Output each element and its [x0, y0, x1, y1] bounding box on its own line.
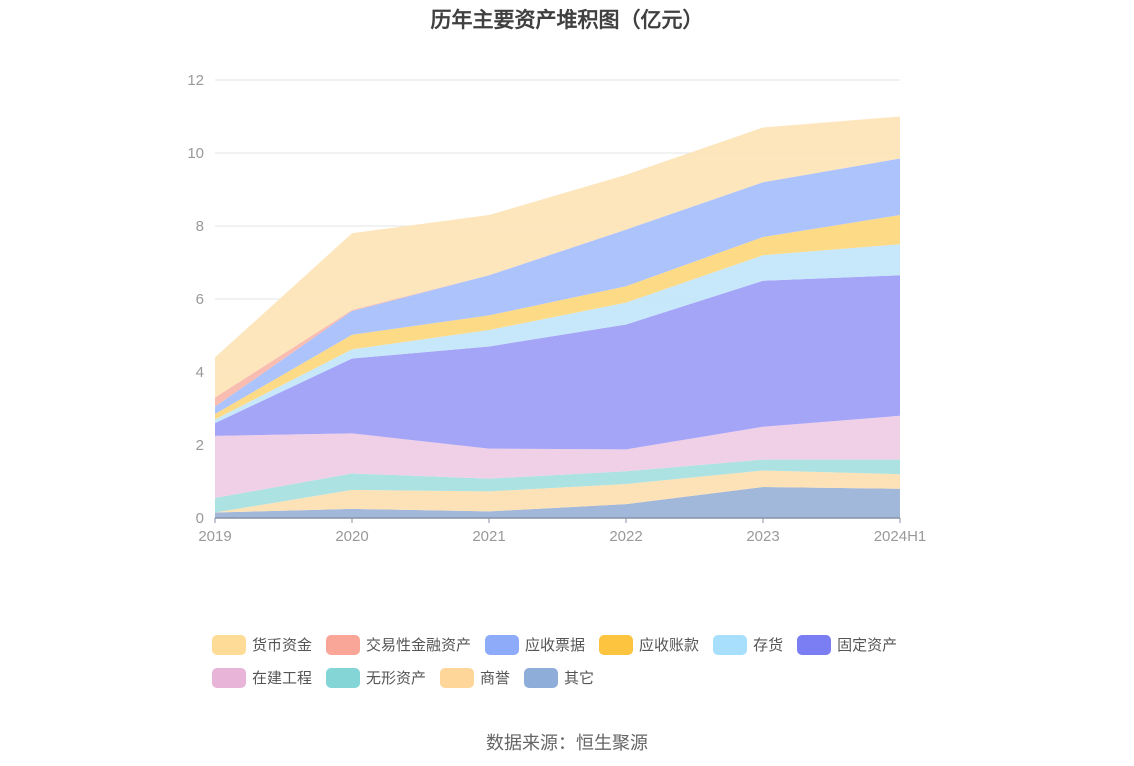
legend-swatch [713, 634, 748, 655]
area-series-固定资产 [215, 275, 900, 450]
data-source-note: 数据来源：恒生聚源 [486, 733, 648, 753]
y-tick-label: 12 [187, 72, 204, 89]
area-series-存货 [215, 244, 900, 424]
legend-label: 无形资产 [366, 670, 427, 687]
legend-swatch [440, 667, 475, 688]
y-tick-label: 8 [196, 218, 204, 235]
area-series-应收票据 [215, 158, 900, 414]
legend-item[interactable]: 应收账款 [599, 634, 699, 655]
x-tick-label: 2023 [746, 528, 779, 545]
legend-label: 交易性金融资产 [366, 637, 472, 654]
x-tick-label: 2019 [198, 528, 231, 545]
y-tick-label: 10 [187, 145, 204, 162]
legend-swatch [326, 667, 361, 688]
legend-item[interactable]: 其它 [524, 667, 594, 688]
x-tick-label: 2020 [335, 528, 368, 545]
area-series-在建工程 [215, 415, 900, 498]
y-tick-label: 4 [196, 364, 204, 381]
stacked-area-chart: 0 2 4 6 8 10 12 2019 2020 2021 2022 2023 2024H1 [187, 72, 926, 545]
area-series-商誉 [215, 470, 900, 513]
legend-swatch [326, 634, 361, 655]
legend-swatch [797, 634, 832, 655]
axes: 0 2 4 6 8 10 12 2019 2020 2021 2022 2023 2024H1 [187, 72, 926, 545]
area-series-layer [215, 116, 900, 518]
legend-label: 货币资金 [252, 637, 313, 654]
legend-item[interactable]: 应收票据 [485, 634, 585, 655]
legend-swatch [599, 634, 634, 655]
legend-item[interactable]: 存货 [713, 634, 783, 655]
legend-swatch [485, 634, 520, 655]
legend-item[interactable]: 无形资产 [326, 667, 426, 688]
legend-item[interactable]: 货币资金 [212, 634, 312, 655]
area-series-无形资产 [215, 459, 900, 513]
legend-row: 货币资金 交易性金融资产 应收票据 应收账款 存货 固定资产 [212, 628, 972, 661]
legend-label: 应收票据 [525, 637, 586, 654]
legend: 货币资金 交易性金融资产 应收票据 应收账款 存货 固定资产 在建工程 无形资产 商誉 其它 [212, 628, 972, 694]
y-tick-label: 0 [196, 510, 204, 527]
legend-label: 应收账款 [639, 637, 700, 654]
legend-swatch [212, 634, 246, 655]
legend-swatch [524, 667, 559, 688]
legend-label: 固定资产 [837, 637, 898, 654]
legend-row: 在建工程 无形资产 商誉 其它 [212, 661, 972, 694]
legend-label: 商誉 [480, 670, 511, 687]
x-tick-label: 2024H1 [874, 528, 927, 545]
legend-label: 存货 [753, 637, 784, 654]
legend-item[interactable]: 商誉 [440, 667, 510, 688]
area-series-其它 [215, 486, 900, 518]
legend-item[interactable]: 在建工程 [212, 667, 312, 688]
legend-item[interactable]: 固定资产 [797, 634, 897, 655]
x-tick-label: 2021 [472, 528, 505, 545]
legend-swatch [212, 667, 246, 688]
legend-label: 其它 [564, 670, 595, 687]
area-series-货币资金 [215, 116, 900, 398]
x-tick-label: 2022 [609, 528, 642, 545]
legend-label: 在建工程 [252, 670, 313, 687]
area-series-应收账款 [215, 215, 900, 420]
y-tick-label: 6 [196, 291, 204, 308]
legend-item[interactable]: 交易性金融资产 [326, 634, 471, 655]
chart-title: 历年主要资产堆积图（亿元） [430, 9, 704, 32]
y-tick-label: 2 [196, 437, 204, 454]
